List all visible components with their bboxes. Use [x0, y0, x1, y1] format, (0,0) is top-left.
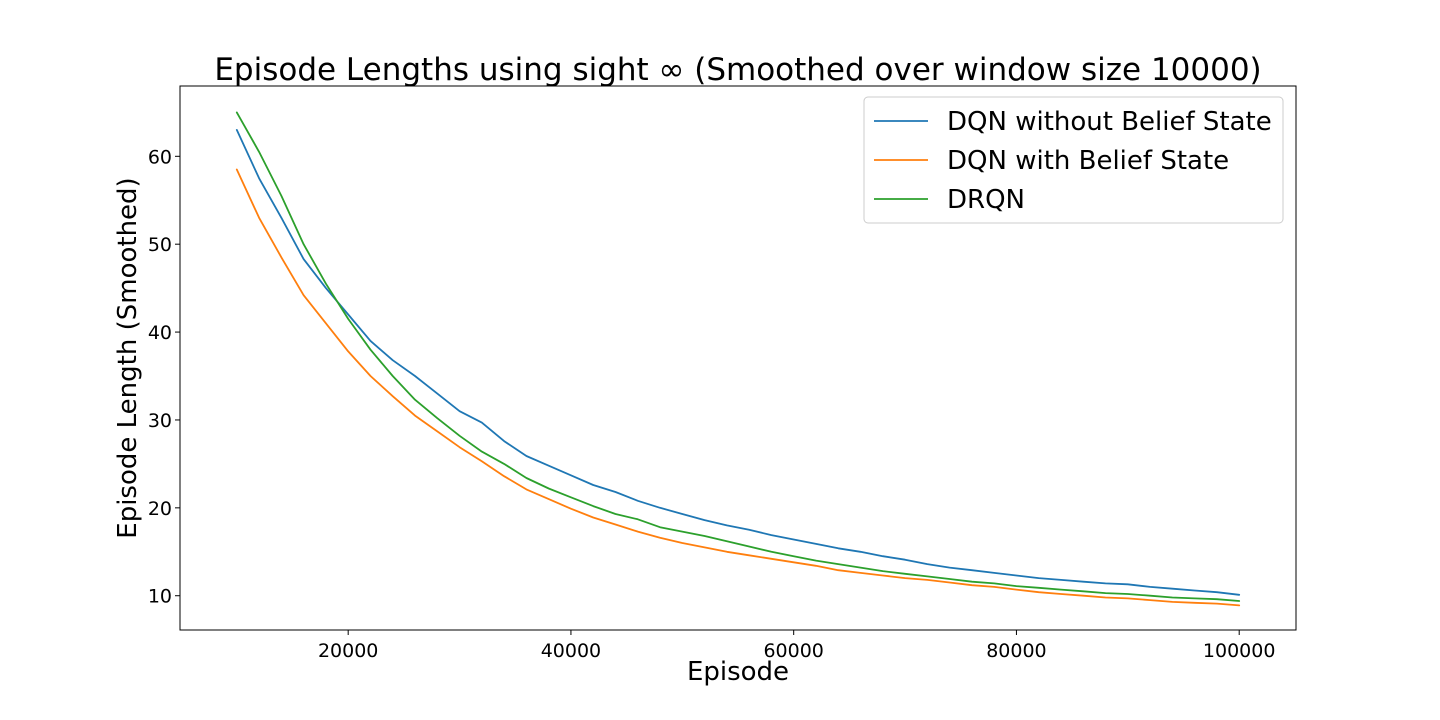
y-tick-label: 30: [148, 410, 172, 432]
chart-title: Episode Lengths using sight ∞ (Smoothed …: [214, 52, 1261, 88]
y-tick-label: 20: [148, 498, 172, 520]
legend-entries: DQN without Belief State DQN with Belief …: [874, 107, 1272, 215]
legend-label: DQN with Belief State: [947, 146, 1229, 176]
x-axis-label: Episode: [687, 657, 789, 687]
legend-label: DQN without Belief State: [947, 107, 1272, 137]
x-tick-label: 80000: [986, 640, 1046, 662]
series-layer: [235, 111, 1241, 607]
y-tick-label: 40: [148, 322, 172, 344]
series-line-3: [235, 111, 1241, 602]
y-axis-label: Episode Length (Smoothed): [113, 177, 143, 538]
legend-box: [863, 96, 1284, 224]
series-line-2: [235, 168, 1241, 607]
x-axis: 20000 40000 60000 80000 100000: [318, 630, 1276, 662]
legend-label: DRQN: [947, 185, 1025, 215]
y-tick-label: 10: [148, 586, 172, 608]
x-tick-label: 20000: [318, 640, 378, 662]
x-tick-label: 60000: [763, 640, 823, 662]
y-tick-label: 60: [148, 146, 172, 168]
x-tick-label: 40000: [541, 640, 601, 662]
plot-frame: [179, 85, 1297, 631]
legend: DQN without Belief State DQN with Belief …: [863, 96, 1284, 224]
y-tick-label: 50: [148, 234, 172, 256]
y-axis: 10 20 30 40 50 60: [148, 146, 180, 608]
series-line-1: [235, 128, 1241, 596]
x-tick-label: 100000: [1203, 640, 1276, 662]
